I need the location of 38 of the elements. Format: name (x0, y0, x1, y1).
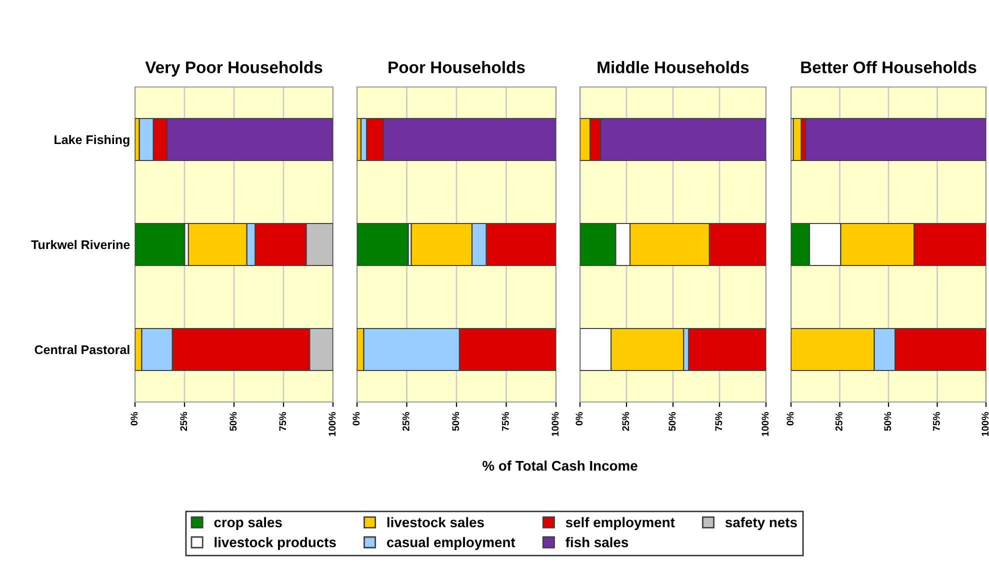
x-tick-label: 0% (130, 412, 138, 426)
x-tick-label: 75% (933, 412, 940, 431)
x-tick-label: 25% (180, 412, 188, 431)
legend-label: crop sales (214, 517, 282, 530)
text: % of Total Cash Income (482, 460, 638, 471)
x-tick-label: 0% (576, 412, 583, 426)
x-tick-label: 100% (762, 412, 769, 436)
y-tick-label: Central Pastoral (34, 344, 130, 354)
bar (357, 222, 409, 266)
x-tick-label: 25% (835, 412, 842, 431)
x-tick-label: 0% (786, 412, 794, 426)
x-tick-label: 50% (668, 412, 676, 431)
x-tick-label: 100% (552, 412, 559, 436)
legend-label: safety nets (725, 517, 797, 530)
x-tick-label: 50% (884, 412, 892, 431)
legend-label: self employment (566, 517, 675, 530)
legend-label: livestock sales (387, 517, 484, 528)
bar (805, 118, 986, 162)
x-tick-label: 25% (622, 412, 630, 431)
x-tick-label: 75% (502, 412, 509, 431)
chart-title: Middle Households (598, 61, 749, 74)
chart-title: Better Off Households (801, 61, 976, 74)
x-tick-label: 25% (402, 412, 410, 431)
bar (135, 222, 186, 266)
chart-title: Poor Households (388, 61, 525, 74)
y-tick-label: Lake Fishing (54, 134, 130, 147)
x-tick-label: 100% (328, 412, 336, 436)
legend-label: livestock products (214, 537, 336, 550)
legend-label: fish sales (566, 537, 628, 548)
x-tick-label: 100% (982, 412, 989, 436)
legend-label: casual employment (386, 537, 516, 550)
x-tick-label: 0% (352, 412, 360, 426)
x-tick-label: 50% (230, 412, 237, 431)
y-tick-label: Turkwel Riverine (31, 240, 130, 250)
x-tick-label: 75% (279, 412, 286, 431)
chart-title: Very Poor Households (145, 61, 322, 77)
x-tick-label: 75% (715, 412, 722, 431)
x-tick-label: 50% (452, 412, 460, 431)
